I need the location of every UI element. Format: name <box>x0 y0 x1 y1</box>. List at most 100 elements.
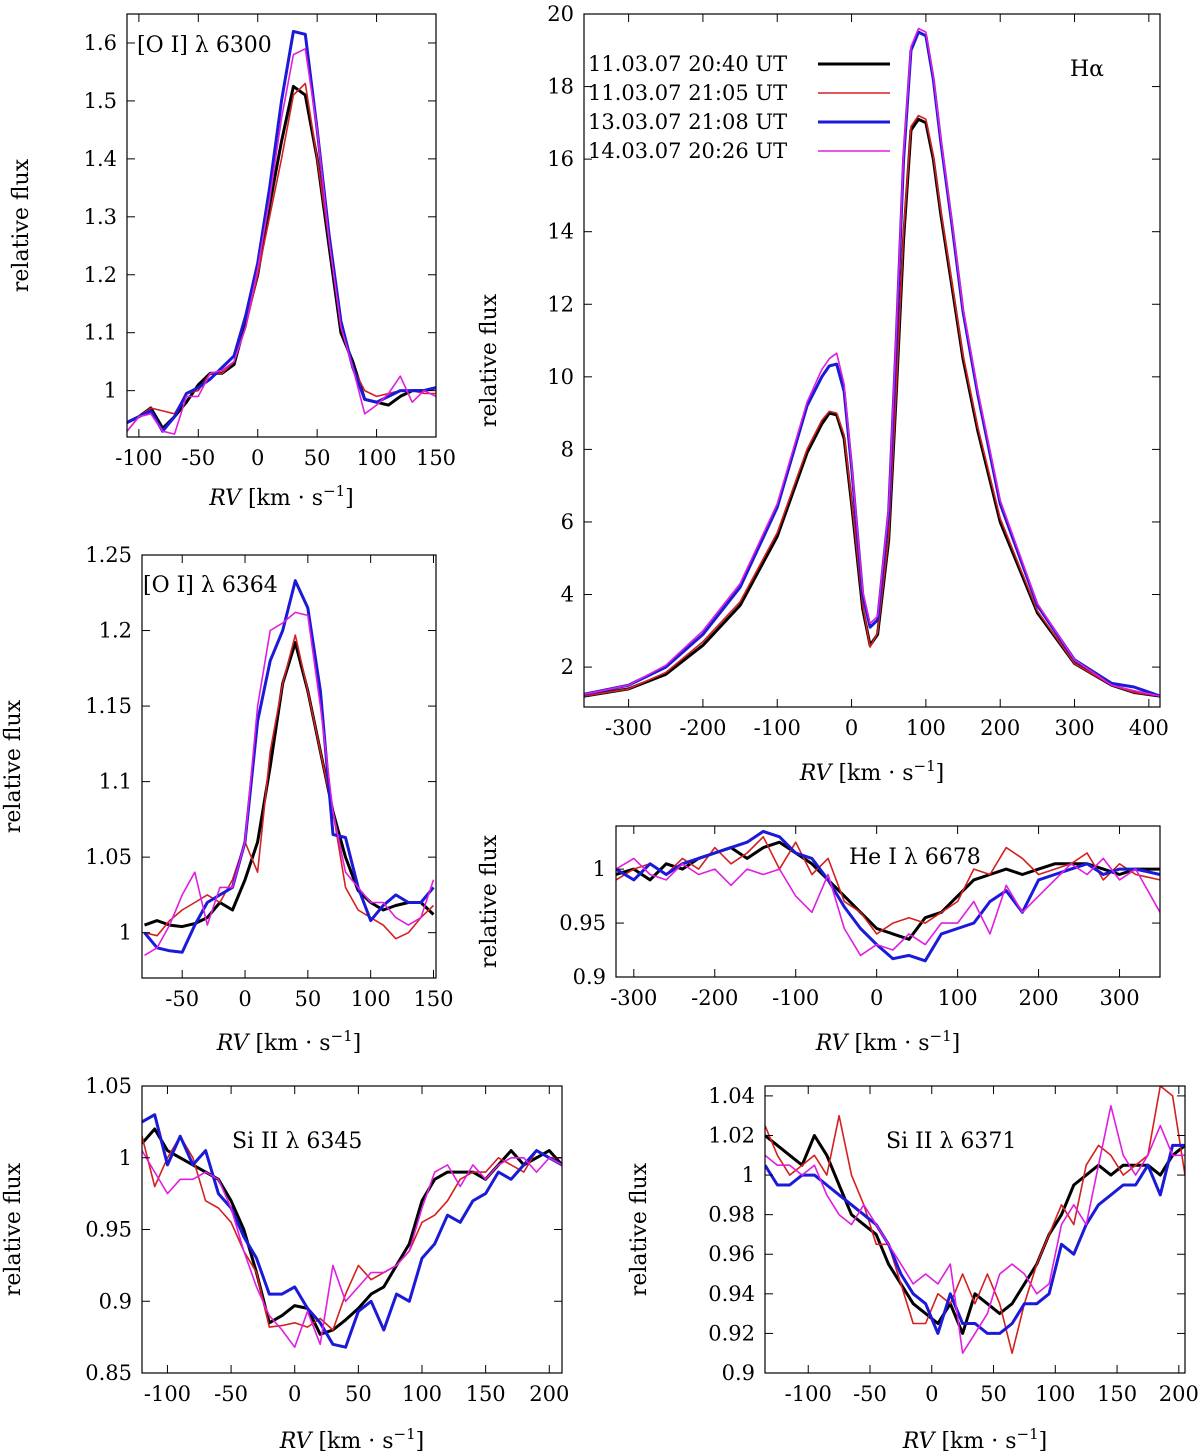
y-tick-label: 0.98 <box>708 1203 755 1227</box>
panel-ha: -300 -200 -100 0 100 200 300 400 2 4 6 8 10 12 14 16 18 2… <box>477 2 1169 786</box>
x-tick-label: 150 <box>466 1382 506 1406</box>
series-line-sii6345-1 <box>142 1135 562 1331</box>
x-tick-label: -100 <box>115 446 162 470</box>
x-axis-label: RV [km · s−1] <box>799 757 944 786</box>
series-line-oi6300-2 <box>127 29 436 433</box>
x-tick-label: 150 <box>1097 1382 1137 1406</box>
panel-sii6371: -100 -50 0 50 100 150 200 0.9 0.92 0.94 0.96 0.98 1 1… <box>627 1084 1199 1454</box>
y-axis-label: relative flux <box>477 834 502 968</box>
x-tick-label: 100 <box>906 716 946 740</box>
y-axis-label: relative flux <box>1 1162 26 1296</box>
x-tick-label: 50 <box>304 446 331 470</box>
y-tick-label: 1.25 <box>85 543 132 567</box>
x-tick-label: -100 <box>754 716 801 740</box>
y-tick-label: 0.92 <box>708 1321 755 1345</box>
x-tick-label: 50 <box>980 1382 1007 1406</box>
y-tick-label: 1.2 <box>99 619 132 643</box>
y-tick-label: 1.5 <box>84 89 117 113</box>
series-line-oi6364-2 <box>143 579 435 954</box>
y-tick-label: 1 <box>119 1146 132 1170</box>
panel-title: He I λ 6678 <box>849 845 981 870</box>
y-axis-label: relative flux <box>477 293 502 427</box>
x-tick-label: 100 <box>357 446 397 470</box>
y-tick-label: 1.1 <box>84 321 117 345</box>
axes-frame <box>615 825 1161 978</box>
y-axis-label: relative flux <box>627 1162 652 1296</box>
x-tick-label: 200 <box>1159 1382 1199 1406</box>
x-tick-label: 150 <box>413 987 453 1011</box>
y-axis-label: relative flux <box>9 158 34 292</box>
axes-frame <box>583 13 1161 708</box>
x-tick-label: 0 <box>925 1382 938 1406</box>
x-tick-label: -300 <box>605 716 652 740</box>
panel-title: Hα <box>1070 57 1104 82</box>
x-tick-label: 0 <box>288 1382 301 1406</box>
y-tick-label: 1.05 <box>85 845 132 869</box>
y-tick-label: 1.05 <box>85 1074 132 1098</box>
axes-frame <box>126 13 437 438</box>
y-tick-label: 14 <box>547 220 574 244</box>
y-tick-label: 0.9 <box>722 1361 755 1385</box>
x-tick-label: 50 <box>345 1382 372 1406</box>
y-tick-label: 1.15 <box>85 694 132 718</box>
y-tick-label: 4 <box>561 583 574 607</box>
y-tick-label: 1.3 <box>84 205 117 229</box>
y-tick-label: 0.9 <box>99 1289 132 1313</box>
x-tick-label: 100 <box>402 1382 442 1406</box>
legend-entry-label: 13.03.07 21:08 UT <box>588 110 787 134</box>
y-tick-label: 1.2 <box>84 263 117 287</box>
series-line-hei6678-1 <box>616 835 1160 935</box>
series-line-sii6371-2 <box>765 1143 1185 1335</box>
x-tick-label: -50 <box>214 1382 248 1406</box>
panel-sii6345: -100 -50 0 50 100 150 200 0.85 0.9 0.95 1 1.05 Si II… <box>1 1074 569 1454</box>
x-tick-label: 100 <box>1035 1382 1075 1406</box>
y-tick-label: 0.94 <box>708 1282 755 1306</box>
y-axis-label: relative flux <box>1 699 26 833</box>
y-tick-label: 1 <box>104 379 117 403</box>
y-tick-label: 16 <box>547 147 574 171</box>
panel-oi6364: -50 0 50 100 150 1 1.05 1.1 1.15 1.2 1.25 [O I] λ 6… <box>1 543 454 1056</box>
series-line-oi6364-3 <box>144 611 435 956</box>
x-tick-label: 100 <box>351 987 391 1011</box>
series-line-sii6371-1 <box>765 1086 1185 1354</box>
x-tick-label: -50 <box>181 446 215 470</box>
x-tick-label: 200 <box>529 1382 569 1406</box>
x-axis-label: RV [km · s−1] <box>815 1027 960 1056</box>
y-tick-label: 1.02 <box>708 1123 755 1147</box>
x-tick-label: -200 <box>691 986 738 1010</box>
series-line-ha-0 <box>584 117 1160 698</box>
axes-frame <box>764 1085 1186 1374</box>
series-line-sii6371-0 <box>765 1134 1185 1335</box>
panel-oi6300: -100 -50 0 50 100 150 1 1.1 1.2 1.3 1.4 1.5 1.6 [O I]… <box>9 13 456 511</box>
panel-title: Si II λ 6371 <box>886 1129 1016 1154</box>
x-tick-label: 300 <box>1099 986 1139 1010</box>
x-axis-label: RV [km · s−1] <box>216 1027 361 1056</box>
x-tick-label: -50 <box>853 1382 887 1406</box>
x-tick-label: -100 <box>772 986 819 1010</box>
y-tick-label: 1 <box>119 921 132 945</box>
x-tick-label: 150 <box>416 446 456 470</box>
series-line-oi6300-0 <box>127 84 436 430</box>
panel-hei6678: -300 -200 -100 0 100 200 300 0.9 0.95 1 He I λ 667… <box>477 825 1161 1056</box>
y-tick-label: 1 <box>593 857 606 881</box>
y-tick-label: 20 <box>547 2 574 26</box>
y-tick-label: 0.85 <box>85 1361 132 1385</box>
series-line-oi6364-0 <box>143 641 435 929</box>
x-tick-label: 0 <box>870 986 883 1010</box>
x-tick-label: 0 <box>238 987 251 1011</box>
series-line-sii6371-3 <box>765 1105 1185 1354</box>
series-line-sii6345-3 <box>142 1150 562 1348</box>
panel-title: Si II λ 6345 <box>232 1129 362 1154</box>
y-tick-label: 0.96 <box>708 1242 755 1266</box>
x-tick-label: -100 <box>144 1382 191 1406</box>
x-axis-label: RV [km · s−1] <box>902 1425 1047 1454</box>
x-tick-label: 0 <box>845 716 858 740</box>
x-tick-label: 0 <box>251 446 264 470</box>
axes-frame <box>141 554 437 979</box>
legend-entry-label: 14.03.07 20:26 UT <box>588 139 787 163</box>
y-tick-label: 2 <box>561 655 574 679</box>
series-line-sii6345-2 <box>142 1113 562 1349</box>
x-tick-label: 300 <box>1054 716 1094 740</box>
y-tick-label: 1 <box>742 1163 755 1187</box>
y-tick-label: 0.95 <box>85 1218 132 1242</box>
